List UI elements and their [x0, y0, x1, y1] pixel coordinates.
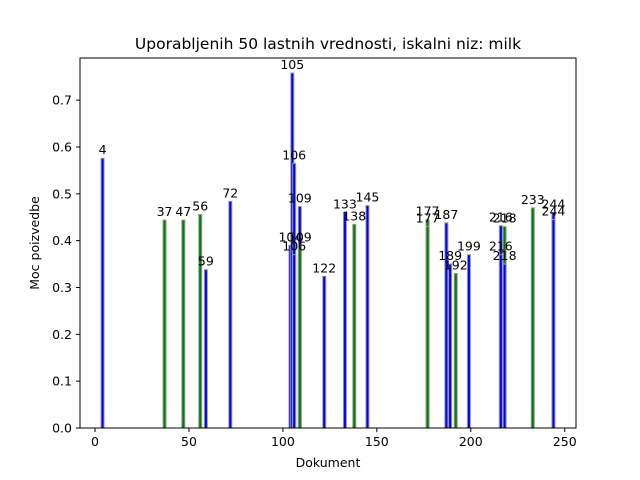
bar-233-26	[530, 207, 535, 429]
bar-244-28	[551, 219, 556, 429]
y-tick-label-0.6: 0.6	[52, 139, 72, 154]
bar-218-25	[502, 263, 507, 429]
bar-177-17	[425, 226, 430, 429]
x-tick-label-50: 50	[181, 434, 197, 449]
data-label-216-22: 216	[489, 210, 513, 225]
bar-47-2	[181, 219, 186, 429]
bar-216-23	[498, 254, 503, 429]
x-tick-label-0: 0	[91, 434, 99, 449]
data-label-106-9: 106	[282, 239, 306, 254]
x-tick-label-150: 150	[365, 434, 389, 449]
data-label-4-0: 4	[99, 142, 107, 157]
bar-138-14	[352, 223, 357, 429]
bar-189-19	[448, 263, 453, 429]
data-label-177-17: 177	[416, 211, 440, 226]
data-label-244-27: 244	[542, 197, 566, 212]
data-label-218-25: 218	[493, 248, 517, 263]
bar-145-15	[365, 205, 370, 429]
bar-4-0	[100, 157, 105, 429]
data-label-145-15: 145	[356, 190, 380, 205]
data-label-122-12: 122	[312, 260, 336, 275]
data-label-189-19: 189	[438, 248, 462, 263]
y-tick-label-0.1: 0.1	[52, 374, 72, 389]
data-label-177-16: 177	[416, 204, 440, 219]
data-labels-layer: 437 47 56597210410510610610910912213313814…	[99, 57, 566, 275]
x-tick-label-200: 200	[459, 434, 483, 449]
bar-192-20	[453, 272, 458, 429]
bar-56-3	[198, 213, 203, 429]
data-label-199-21: 199	[457, 239, 481, 254]
y-tick-label-0.3: 0.3	[52, 280, 72, 295]
bar-199-21	[466, 254, 471, 429]
y-tick-label-0.7: 0.7	[52, 93, 72, 108]
bar-122-12	[322, 275, 327, 429]
bar-109-11	[297, 244, 302, 429]
bar-72-5	[228, 200, 233, 429]
chart-title: Uporabljenih 50 lastnih vrednosti, iskal…	[135, 35, 521, 53]
data-label-233-26: 233	[521, 192, 545, 207]
bars-layer	[100, 72, 556, 429]
y-tick-label-0.2: 0.2	[52, 327, 72, 342]
x-axis-label: Dokument	[296, 455, 361, 470]
bar-133-13	[342, 212, 347, 429]
data-label-244-28: 244	[542, 204, 566, 219]
data-label-59-4: 59	[198, 254, 214, 269]
data-label-192-20: 192	[444, 257, 468, 272]
data-label-37-1: 37	[157, 204, 173, 219]
data-label-72-5: 72	[222, 185, 238, 200]
data-label-187-18: 187	[434, 207, 458, 222]
data-label-56-3: 56	[192, 198, 208, 213]
y-tick-label-0.5: 0.5	[52, 186, 72, 201]
data-label-133-13: 133	[333, 197, 357, 212]
data-label-104-6: 104	[278, 229, 302, 244]
data-label-105-7: 105	[280, 57, 304, 72]
data-label-109-10: 109	[288, 190, 312, 205]
data-label-216-23: 216	[489, 239, 513, 254]
plot-frame	[79, 57, 577, 429]
y-tick-label-0.0: 0.0	[52, 421, 72, 436]
bar-59-4	[203, 269, 208, 429]
y-axis: 0.0 0.1 0.2 0.3 0.4 0.5 0.6 0.7	[52, 93, 80, 436]
bar-37-1	[162, 219, 167, 429]
data-label-138-14: 138	[342, 208, 366, 223]
data-label-109-11: 109	[288, 229, 312, 244]
data-label-218-24: 218	[493, 211, 517, 226]
x-tick-label-100: 100	[271, 434, 295, 449]
data-label-47-2: 47	[175, 204, 191, 219]
x-axis: 0 50 100 150 200 250	[91, 428, 577, 449]
x-tick-label-250: 250	[553, 434, 577, 449]
y-tick-label-0.4: 0.4	[52, 233, 72, 248]
data-label-106-8: 106	[282, 147, 306, 162]
y-axis-label: Moc poizvedbe	[27, 196, 42, 290]
bar-106-9	[292, 254, 297, 429]
